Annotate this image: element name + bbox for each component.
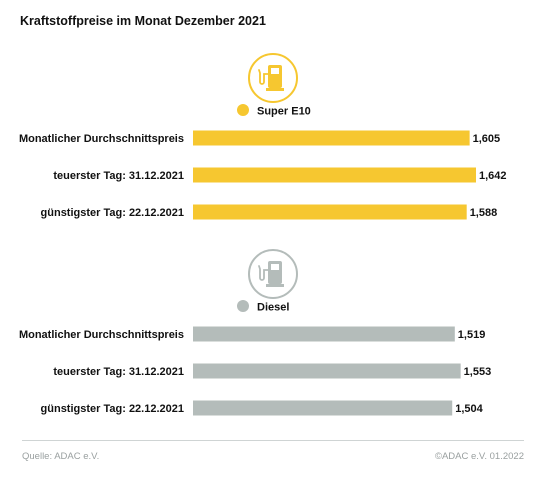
fuel-pump-icon	[258, 261, 284, 287]
category-label: Monatlicher Durchschnittspreis	[19, 329, 184, 341]
category-label: günstigster Tag: 22.12.2021	[41, 403, 184, 415]
source-note: Quelle: ADAC e.V.	[22, 451, 100, 462]
bar	[193, 363, 461, 379]
value-label: 1,605	[473, 133, 501, 145]
category-label: teuerster Tag: 31.12.2021	[53, 170, 184, 182]
chart-title: Kraftstoffpreise im Monat Dezember 2021	[20, 14, 266, 28]
value-label: 1,642	[479, 170, 507, 182]
value-label: 1,588	[470, 207, 498, 219]
value-label: 1,504	[455, 403, 483, 415]
category-label: günstigster Tag: 22.12.2021	[41, 207, 184, 219]
bar	[193, 130, 470, 146]
value-label: 1,519	[458, 329, 486, 341]
footer-divider	[22, 440, 524, 441]
fuel-icon-ring	[248, 53, 298, 103]
bar	[193, 400, 453, 416]
bar	[193, 204, 467, 220]
legend-label: Diesel	[257, 302, 289, 314]
fuel-pump-icon	[258, 65, 284, 91]
value-label: 1,553	[464, 366, 492, 378]
bar	[193, 167, 476, 183]
fuel-icon-ring	[248, 249, 298, 299]
legend-label: Super E10	[257, 106, 311, 118]
category-label: teuerster Tag: 31.12.2021	[53, 366, 184, 378]
bar	[193, 326, 455, 342]
legend-dot	[237, 104, 249, 116]
category-label: Monatlicher Durchschnittspreis	[19, 133, 184, 145]
copyright-note: ©ADAC e.V. 01.2022	[434, 451, 524, 462]
legend-dot	[237, 300, 249, 312]
